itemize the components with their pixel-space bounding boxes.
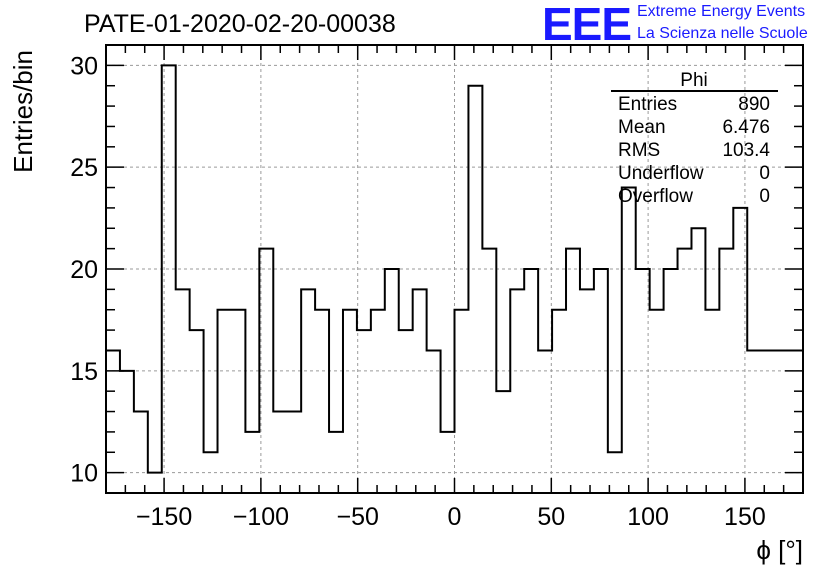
y-tick-label: 20	[70, 256, 98, 284]
stats-row-value: 0	[759, 186, 770, 207]
stats-row-value: 6.476	[722, 117, 770, 138]
y-tick-label: 10	[70, 460, 98, 488]
y-tick-label: 15	[70, 358, 98, 386]
x-tick-label: −50	[336, 503, 378, 531]
chart-title: PATE-01-2020-02-20-00038	[84, 10, 396, 38]
eee-logo: EEE	[542, 0, 632, 50]
y-axis-label: Entries/bin	[8, 50, 38, 173]
logo-caption-line1: Extreme Energy Events	[637, 3, 806, 20]
stats-row-value: 0	[759, 163, 770, 184]
x-axis-label: ϕ [°]	[756, 535, 803, 565]
stats-row-label: Underflow	[618, 163, 704, 184]
stats-row-label: Overflow	[618, 186, 693, 207]
stats-row-value: 103.4	[722, 140, 770, 161]
stats-row-label: Entries	[618, 94, 677, 115]
stats-rows: Entries 890 Mean 6.476 RMS 103.4 Underflow 0 Ove…	[618, 94, 770, 207]
stats-title: Phi	[680, 70, 707, 91]
stats-row-label: RMS	[618, 140, 660, 161]
x-tick-label: 150	[724, 503, 766, 531]
y-tick-label: 25	[70, 154, 98, 182]
stats-row-label: Mean	[618, 117, 666, 138]
x-tick-label: −150	[136, 503, 192, 531]
stats-box: Phi Entries 890 Mean 6.476 RMS 103.4 Underflow…	[611, 70, 778, 207]
tick-labels: −150 −100 −50 0 50 100 150 10 15 20 25 30	[70, 52, 766, 531]
x-tick-label: 100	[627, 503, 669, 531]
x-tick-label: 0	[448, 503, 462, 531]
axis-ticks	[106, 44, 803, 493]
stats-row-value: 890	[738, 94, 770, 115]
y-tick-label: 30	[70, 52, 98, 80]
logo-caption-line2: La Scienza nelle Scuole	[637, 25, 808, 42]
x-tick-label: −100	[233, 503, 289, 531]
x-tick-label: 50	[537, 503, 565, 531]
histogram-line	[106, 64, 803, 474]
